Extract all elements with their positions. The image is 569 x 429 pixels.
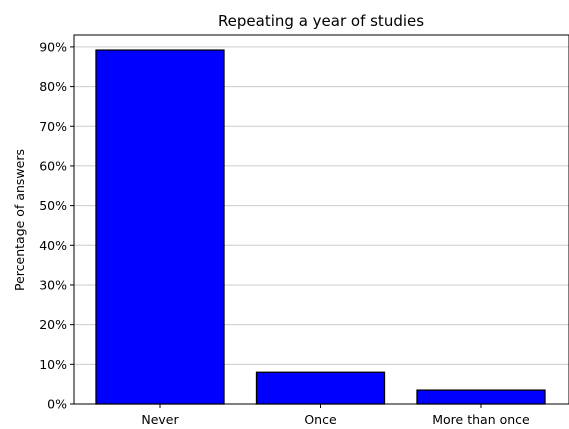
bars — [95, 49, 546, 405]
plot-frame — [73, 34, 569, 405]
y-tick-label: 60% — [39, 158, 67, 173]
chart-title: Repeating a year of studies — [218, 12, 424, 30]
y-tick-label: 40% — [39, 238, 67, 253]
y-tick-label: 30% — [39, 277, 67, 292]
y-tick-label: 50% — [39, 198, 67, 213]
x-tick-label: Once — [304, 412, 337, 427]
y-tick-label: 20% — [39, 317, 67, 332]
bar-more-than-once — [416, 389, 546, 405]
x-tick-label: Never — [141, 412, 179, 427]
x-axis-ticks: Never Once More than once — [141, 404, 530, 427]
y-tick-label: 70% — [39, 119, 67, 134]
y-tick-label: 80% — [39, 79, 67, 94]
bar-never — [95, 49, 225, 405]
y-axis-ticks: 0% 10% 20% 30% 40% 50% 60% 70% 80% 90% — [39, 39, 74, 412]
y-tick-label: 10% — [39, 357, 67, 372]
y-axis-label: Percentage of answers — [12, 149, 27, 291]
bar-once — [255, 371, 386, 405]
x-tick-label: More than once — [432, 412, 530, 427]
y-tick-label: 90% — [39, 39, 67, 54]
y-tick-label: 0% — [47, 397, 67, 412]
